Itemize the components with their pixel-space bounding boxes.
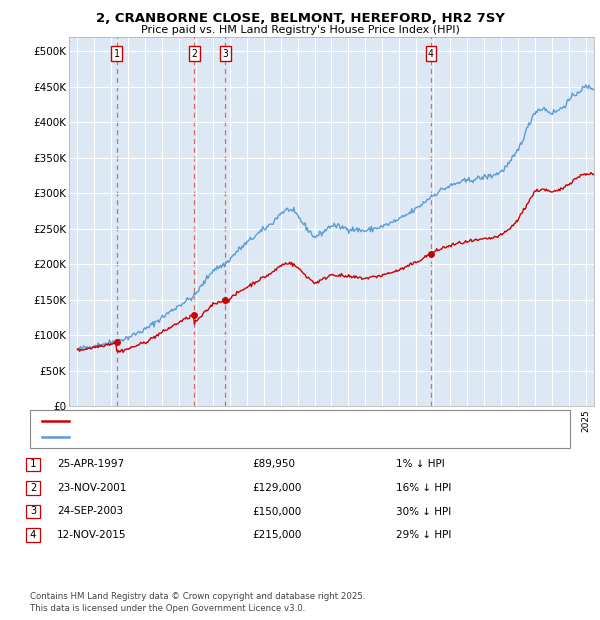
Text: Price paid vs. HM Land Registry's House Price Index (HPI): Price paid vs. HM Land Registry's House … <box>140 25 460 35</box>
Text: 1% ↓ HPI: 1% ↓ HPI <box>396 459 445 469</box>
Text: 1: 1 <box>113 48 119 58</box>
Text: £150,000: £150,000 <box>252 507 301 516</box>
Text: 30% ↓ HPI: 30% ↓ HPI <box>396 507 451 516</box>
Text: 2: 2 <box>191 48 197 58</box>
Text: £129,000: £129,000 <box>252 483 301 493</box>
Text: 29% ↓ HPI: 29% ↓ HPI <box>396 530 451 540</box>
Text: Contains HM Land Registry data © Crown copyright and database right 2025.
This d: Contains HM Land Registry data © Crown c… <box>30 591 365 613</box>
Text: 23-NOV-2001: 23-NOV-2001 <box>57 483 127 493</box>
Text: £89,950: £89,950 <box>252 459 295 469</box>
Text: 1: 1 <box>30 459 36 469</box>
Text: 2, CRANBORNE CLOSE, BELMONT, HEREFORD, HR2 7SY (detached house): 2, CRANBORNE CLOSE, BELMONT, HEREFORD, H… <box>72 416 439 426</box>
Text: 2: 2 <box>30 483 36 493</box>
Text: £215,000: £215,000 <box>252 530 301 540</box>
Text: 4: 4 <box>428 48 434 58</box>
Text: 24-SEP-2003: 24-SEP-2003 <box>57 507 123 516</box>
Text: 3: 3 <box>30 507 36 516</box>
Text: 25-APR-1997: 25-APR-1997 <box>57 459 124 469</box>
Text: 2, CRANBORNE CLOSE, BELMONT, HEREFORD, HR2 7SY: 2, CRANBORNE CLOSE, BELMONT, HEREFORD, H… <box>95 12 505 25</box>
Text: 12-NOV-2015: 12-NOV-2015 <box>57 530 127 540</box>
Text: HPI: Average price, detached house, Herefordshire: HPI: Average price, detached house, Here… <box>72 432 325 442</box>
Text: 3: 3 <box>223 48 228 58</box>
Text: 16% ↓ HPI: 16% ↓ HPI <box>396 483 451 493</box>
Text: 4: 4 <box>30 530 36 540</box>
